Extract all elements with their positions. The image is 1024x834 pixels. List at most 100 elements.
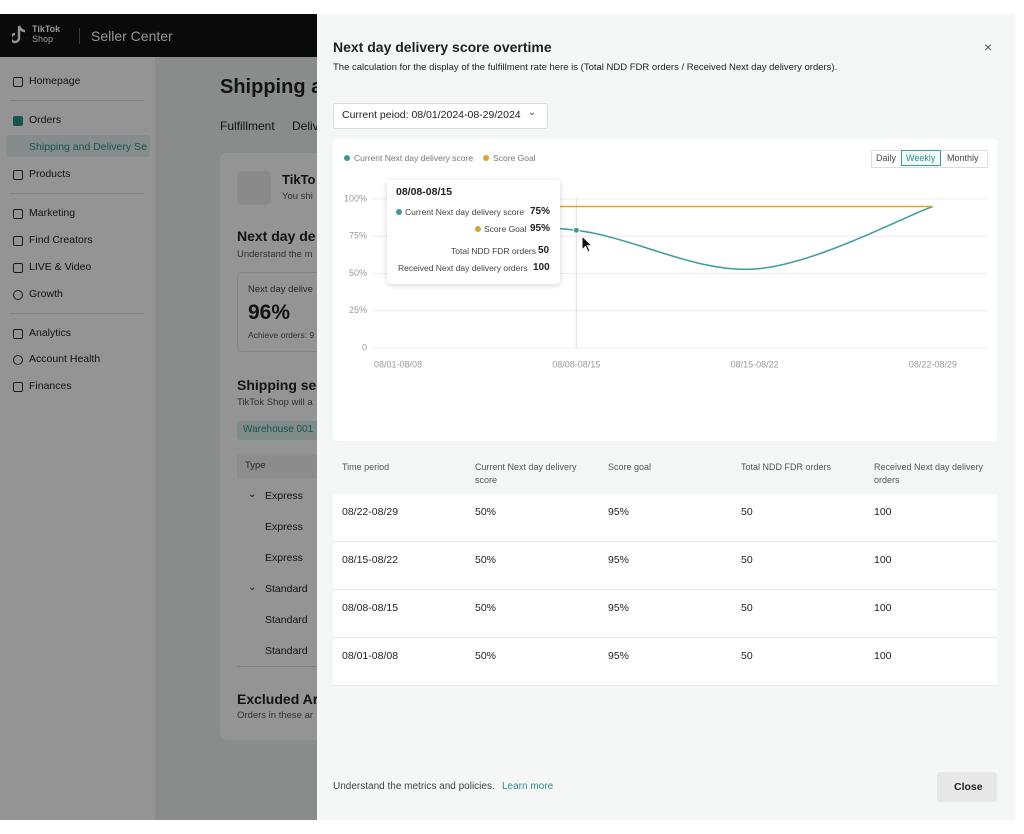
section-text: Orders in these ar [237, 710, 314, 721]
y-tick-label: 75% [349, 231, 367, 241]
section-title: Next day de [237, 228, 316, 244]
warehouse-tag[interactable]: Warehouse 001 [243, 424, 314, 435]
y-tick-label: 0 [362, 342, 367, 352]
table-cell: 95% [608, 602, 630, 614]
footer-link[interactable]: Learn more [502, 781, 554, 792]
modal-overlay[interactable] [0, 14, 317, 820]
table-cell: 50 [741, 602, 753, 614]
nav-item[interactable]: Products [29, 168, 71, 180]
chevron[interactable]: ⌄ [248, 489, 257, 500]
icon [13, 77, 23, 87]
app: TikTok Shop Seller Center Homepage Order… [0, 14, 1015, 820]
chevron: ⌄ [528, 107, 537, 118]
section-title: Shipping ser [237, 377, 322, 393]
x-tick-label: 08/15-08/22 [731, 359, 779, 369]
table-row [333, 542, 997, 590]
tab[interactable]: Fulfillment [220, 119, 275, 133]
legend-dot [344, 155, 350, 161]
top-bar [0, 14, 317, 57]
table-cell: 100 [874, 602, 892, 614]
granularity-option[interactable]: Daily [876, 153, 897, 163]
x-tick-label: 08/22-08/29 [909, 359, 957, 369]
y-tick-label: 25% [349, 305, 367, 315]
x-tick-label: 08/08-08/15 [552, 359, 600, 369]
icon [13, 355, 23, 365]
divider [10, 313, 144, 314]
close-button[interactable] [937, 772, 997, 802]
nav-item[interactable]: LIVE & Video [29, 261, 92, 273]
selected-bg [6, 135, 150, 157]
granularity-option[interactable]: Monthly [947, 153, 979, 163]
nav-item[interactable]: Finances [29, 380, 72, 392]
table-cell: 100 [874, 554, 892, 566]
logo-glyph [9, 25, 26, 44]
metric-label: Next day delive [248, 284, 313, 295]
tag-bg [237, 421, 327, 440]
table-row [333, 494, 997, 542]
type-row: Standard [265, 614, 308, 626]
x-tick-label: 08/01-08/08 [374, 359, 422, 369]
section-text: TikTok Shop will a [237, 397, 313, 408]
page-title: Shipping a [220, 76, 323, 98]
tooltip-label: Received Next day delivery orders [398, 263, 528, 273]
period-select[interactable] [333, 103, 548, 129]
type-row: Express [265, 490, 303, 502]
nav-item[interactable]: Homepage [29, 75, 81, 87]
icon [13, 382, 23, 392]
cursor [581, 234, 594, 253]
app-title: Seller Center [91, 28, 173, 44]
nav-item[interactable]: Analytics [29, 327, 72, 339]
granularity-option[interactable]: Weekly [906, 153, 936, 163]
tooltip-title: 08/08-08/15 [396, 186, 453, 198]
logo-bottom: Shop [32, 34, 54, 44]
tooltip-dot [396, 209, 402, 215]
metric-value: 96% [248, 301, 291, 324]
type-row: Express [265, 552, 303, 564]
column-header: Total NDD FDR orders [741, 462, 832, 472]
close-icon[interactable]: × [984, 39, 993, 55]
icon [13, 170, 23, 180]
table-cell: 50% [475, 650, 497, 662]
nav-item-selected[interactable]: Shipping and Delivery Se [29, 141, 147, 153]
type-row: Standard [265, 583, 308, 595]
chevron[interactable]: ⌄ [248, 582, 257, 593]
close-button-text: Close [954, 781, 983, 793]
hover-point [572, 226, 580, 234]
nav-item[interactable]: Find Creators [29, 234, 93, 246]
table-cell: 95% [608, 506, 630, 518]
type-row: Express [265, 521, 303, 533]
divider [10, 193, 144, 194]
table-cell: 08/01-08/08 [342, 650, 399, 662]
table-cell: 08/08-08/15 [342, 602, 399, 614]
shop-title: TikTo [282, 172, 316, 187]
drawer-title: Next day delivery score overtime [333, 39, 552, 55]
nav-item[interactable]: Growth [29, 288, 63, 300]
table-row [333, 638, 997, 686]
tooltip-label: Current Next day delivery score [405, 207, 525, 217]
nav-item[interactable]: Orders [29, 114, 62, 126]
cursor-arrow [581, 234, 594, 253]
tooltip-value: 50 [538, 245, 550, 256]
tab[interactable]: Deliv [292, 119, 319, 133]
table-cell: 50% [475, 602, 497, 614]
y-tick-label: 50% [349, 268, 367, 278]
column-header: Received Next day delivery orders [874, 462, 984, 486]
nav-item[interactable]: Marketing [29, 207, 76, 219]
column-header: Current Next day delivery score [475, 462, 577, 486]
table-cell: 100 [874, 650, 892, 662]
icon [13, 263, 23, 273]
legend-dot [483, 155, 490, 161]
table-cell: 95% [608, 554, 630, 566]
period-select-text: Current peiod: 08/01/2024-08-29/2024 [342, 109, 521, 121]
divider [79, 28, 80, 44]
nav-item[interactable]: Account Health [29, 353, 101, 365]
table-cell: 08/15-08/22 [342, 554, 399, 566]
tooltip-value: 95% [530, 223, 551, 234]
divider [237, 666, 337, 667]
tooltip-dot [475, 226, 481, 232]
column-header: Time period [342, 462, 390, 472]
table-cell: 50% [475, 554, 497, 566]
logo-path [9, 25, 26, 44]
logo-top: TikTok [32, 24, 61, 34]
